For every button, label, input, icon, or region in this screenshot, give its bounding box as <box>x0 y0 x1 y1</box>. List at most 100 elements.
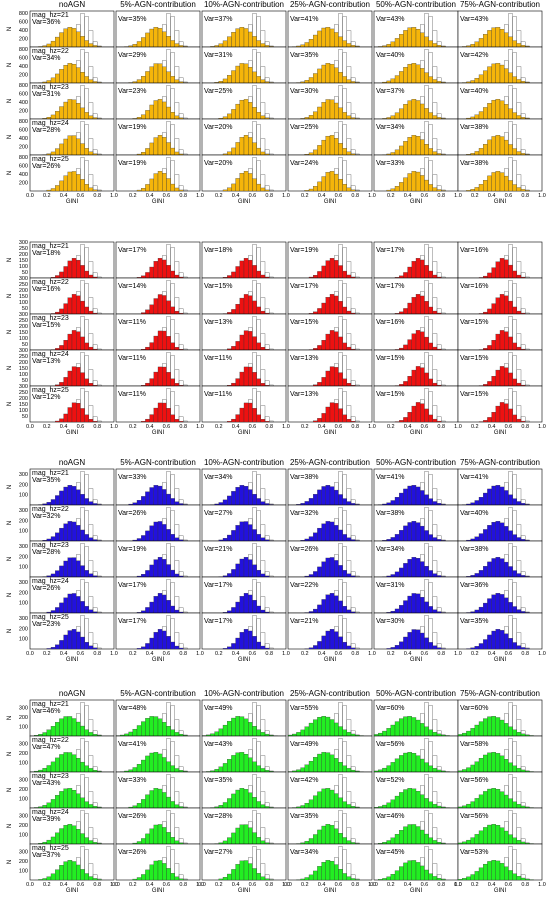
histogram-bar <box>470 189 475 192</box>
histogram-bar <box>512 76 517 84</box>
histogram-bar <box>149 601 154 614</box>
histogram-bar <box>499 594 505 614</box>
histogram-bar <box>227 36 232 48</box>
histogram-bar <box>157 28 163 48</box>
histogram-bar <box>334 331 339 351</box>
histogram-bar <box>499 402 505 423</box>
y-tick-label: 100 <box>19 529 28 535</box>
magnitude-label: mag_hz=25 <box>32 156 69 163</box>
y-tick-label: 100 <box>19 565 28 571</box>
histogram-bar <box>317 308 322 315</box>
variance-label: Var=56% <box>460 777 488 784</box>
histogram-bar <box>222 840 228 845</box>
x-tick-label: 0.6 <box>77 651 85 657</box>
histogram-panel: Var=22% <box>287 576 373 614</box>
x-axis-label: GINI <box>152 657 165 663</box>
histogram-bar <box>162 559 167 578</box>
variance-label: Var=56% <box>460 813 488 820</box>
histogram-bar <box>174 840 180 845</box>
histogram-bar <box>428 378 433 387</box>
histogram-panel: Var=17% <box>115 241 201 279</box>
variance-label: Var=35% <box>460 618 488 625</box>
y-tick-label: 200 <box>19 252 28 258</box>
histogram-bar <box>149 414 154 423</box>
histogram-bar <box>227 421 232 423</box>
histogram-bar <box>304 42 310 48</box>
histogram-bar <box>403 308 408 315</box>
y-axis-label: N <box>7 258 13 262</box>
magnitude-label: mag_hz=23 <box>32 84 69 91</box>
y-axis-label: N <box>7 135 13 139</box>
histogram-bar <box>153 521 159 542</box>
histogram-bar <box>50 114 56 120</box>
histogram-bar <box>252 178 257 192</box>
histogram-bar <box>520 647 526 650</box>
histogram-bar <box>390 724 396 737</box>
histogram-bar <box>394 795 400 809</box>
histogram-bar <box>499 100 505 120</box>
histogram-panel: Var=34% <box>287 843 373 881</box>
x-tick-label: 1.0 <box>110 651 118 657</box>
histogram-bar <box>166 372 171 387</box>
histogram-bar <box>243 258 249 279</box>
histogram-bar <box>407 485 412 506</box>
histogram-bar <box>317 566 322 578</box>
y-tick-label: 50 <box>22 306 28 312</box>
histogram-bar <box>403 344 408 351</box>
histogram-panel: Var=40% <box>373 46 459 84</box>
histogram-bar <box>474 834 480 845</box>
histogram-bar <box>162 66 167 84</box>
histogram-panel: Var=24% <box>287 154 373 192</box>
histogram-bar <box>403 67 408 84</box>
histogram-bar <box>411 752 417 773</box>
column-title: 25%-AGN-contribution <box>290 689 370 698</box>
histogram-bar <box>88 115 94 120</box>
histogram-bar <box>141 574 146 578</box>
histogram-bar <box>174 347 180 351</box>
histogram-bar <box>59 143 64 156</box>
x-tick-label: 0.2 <box>301 651 309 657</box>
histogram-bar <box>321 265 326 279</box>
histogram-bar <box>516 645 522 650</box>
histogram-bar <box>162 524 167 542</box>
histogram-bar <box>243 557 249 578</box>
variance-label: Var=34% <box>376 124 404 131</box>
variance-label: Var=15% <box>460 391 488 398</box>
histogram-bar <box>346 346 352 351</box>
variance-label: Var=31% <box>32 91 60 98</box>
histogram-bar <box>239 788 245 809</box>
histogram-panel: Var=38% <box>457 154 543 192</box>
histogram-bar <box>424 36 429 48</box>
histogram-bar <box>313 870 318 881</box>
y-tick-label: 300 <box>19 384 28 390</box>
histogram-bar <box>420 403 425 423</box>
histogram-bar <box>428 729 433 737</box>
histogram-bar <box>252 142 257 156</box>
histogram-bar <box>157 330 163 351</box>
histogram-bar <box>243 521 249 542</box>
x-tick-label: 0.4 <box>146 424 154 430</box>
x-tick-label: 0.8 <box>93 193 101 199</box>
histogram-bar <box>239 260 245 279</box>
histogram-panel: Var=60% <box>373 699 459 737</box>
histogram-bar <box>174 501 180 506</box>
histogram-bar <box>252 36 257 48</box>
histogram-bar <box>424 408 429 423</box>
variance-label: Var=20% <box>204 160 232 167</box>
x-tick-label: 0.8 <box>265 193 273 199</box>
histogram-bar <box>243 294 249 315</box>
histogram-bar <box>308 115 314 120</box>
histogram-bar <box>432 187 438 192</box>
histogram-bar <box>504 175 509 192</box>
histogram-bar <box>403 177 408 192</box>
histogram-bar <box>334 560 339 578</box>
histogram-bar <box>478 570 484 578</box>
histogram-bar <box>470 116 475 120</box>
histogram-bar <box>63 788 68 809</box>
histogram-bar <box>491 267 496 279</box>
histogram-bar <box>235 103 240 120</box>
histogram-bar <box>403 488 408 506</box>
histogram-bar <box>504 830 509 845</box>
histogram-bar <box>516 43 522 48</box>
